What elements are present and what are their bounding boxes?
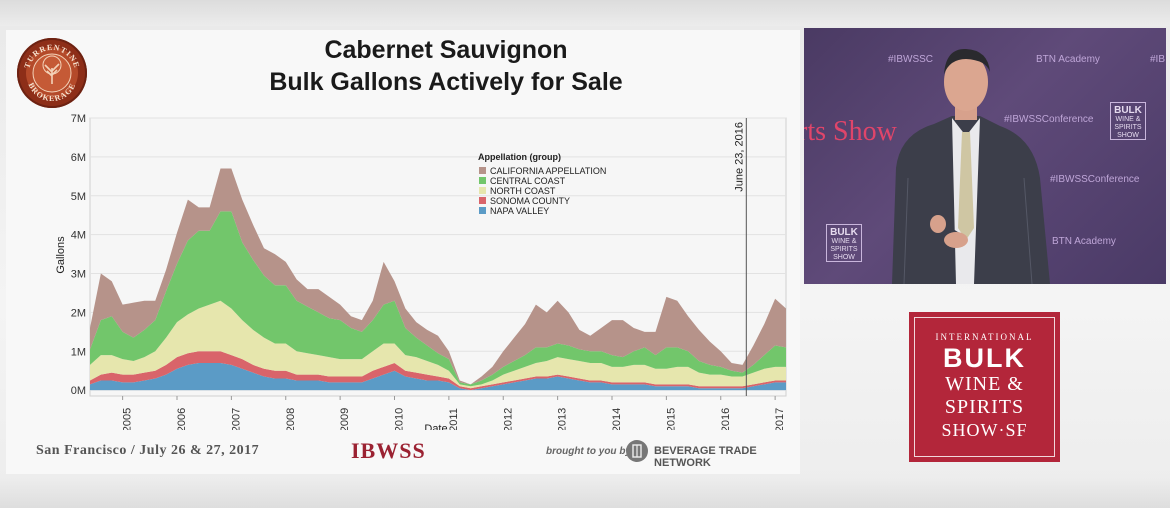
legend-entry: CENTRAL COAST: [490, 176, 566, 186]
stacked-area-chart: 0M 1M 2M 3M 4M 5M 6M 7M 2005 2006 2007 2008 2009 2010…: [55, 113, 787, 430]
legend-swatch: [479, 207, 486, 214]
x-tick-label: 2015: [665, 408, 677, 430]
beverage-trade-network-icon: [626, 440, 648, 462]
top-bar: [0, 0, 1170, 26]
event-logo-frame: [914, 317, 1055, 457]
video-show-banner: rts Show: [804, 116, 897, 147]
x-tick-label: 2011: [448, 408, 460, 430]
video-bulk-mini-logo: BULK WINE & SPIRITS SHOW: [1110, 102, 1146, 140]
y-tick-label: 1M: [71, 346, 86, 358]
speaker-figure: [892, 48, 1050, 284]
x-tick-label: 2017: [774, 408, 786, 430]
legend-swatch: [479, 197, 486, 204]
x-tick-label: 2006: [176, 408, 188, 430]
legend-swatch: [479, 177, 486, 184]
x-axis-label: Date: [424, 423, 447, 430]
legend-title: Appellation (group): [478, 152, 561, 162]
legend-entry: NAPA VALLEY: [490, 206, 549, 216]
legend-entry: CALIFORNIA APPELLATION: [490, 166, 606, 176]
chart-title-line2: Bulk Gallons Actively for Sale: [269, 68, 623, 96]
x-tick-label: 2009: [339, 408, 351, 430]
y-axis-label: Gallons: [55, 236, 67, 274]
video-bulk-mini-logo: BULK WINE & SPIRITS SHOW: [826, 224, 862, 262]
y-tick-label: 2M: [71, 307, 86, 319]
x-tick-label: 2010: [394, 408, 406, 430]
legend-entry: NORTH COAST: [490, 186, 556, 196]
y-tick-label: 5M: [71, 191, 86, 203]
video-watermark: #IBWSSConference: [1050, 174, 1140, 185]
turrentine-brokerage-logo: TURRENTINE BROKERAGE: [17, 38, 87, 108]
area-napa-valley: [90, 362, 786, 391]
video-watermark: #IB: [1150, 54, 1166, 65]
ibwss-footer-logo: IBWSS: [351, 438, 426, 463]
x-tick-label: 2007: [230, 408, 242, 430]
event-logo-line1: INTERNATIONAL: [935, 332, 1034, 342]
x-tick-label: 2008: [285, 408, 297, 430]
video-watermark: BTN Academy: [1036, 54, 1100, 65]
beverage-trade-network-name: BEVERAGE TRADE NETWORK: [654, 445, 757, 469]
event-city-date: San Francisco / July 26 & 27, 2017: [36, 443, 260, 458]
event-logo-line3: WINE &: [945, 373, 1024, 395]
area-central-coast: [90, 211, 786, 387]
x-tick-label: 2014: [611, 408, 623, 430]
x-tick-label: 2005: [122, 408, 134, 430]
event-logo-line5: SHOW·SF: [941, 420, 1028, 440]
y-tick-label: 7M: [71, 113, 86, 125]
y-tick-label: 0M: [71, 385, 86, 397]
legend-entry: SONOMA COUNTY: [490, 196, 570, 206]
legend-swatch: [479, 167, 486, 174]
area-california-appellation: [90, 168, 786, 385]
bottom-bar: [0, 478, 1170, 508]
event-logo-line2: BULK: [943, 343, 1026, 373]
video-watermark: #IBWSSConference: [1004, 114, 1094, 125]
event-logo-line4: SPIRITS: [944, 396, 1025, 418]
legend-swatch: [479, 187, 486, 194]
speaker-video-panel: #IBWSSC BTN Academy #IBWSSConference #IB…: [804, 28, 1166, 284]
x-tick-label: 2012: [502, 408, 514, 430]
video-watermark: #IBWSSC: [888, 54, 934, 65]
brought-to-you-by: brought to you by: [546, 446, 631, 457]
area-north-coast: [90, 300, 786, 389]
chart-title-line1: Cabernet Sauvignon: [324, 36, 568, 64]
annotation-label: June 23, 2016: [733, 122, 745, 192]
ibwss-event-logo: INTERNATIONAL BULK WINE & SPIRITS SHOW·S…: [909, 312, 1060, 462]
presentation-slide: TURRENTINE BROKERAGE Cabernet Sauvignon …: [6, 30, 800, 474]
y-tick-label: 4M: [71, 230, 86, 242]
x-tick-label: 2013: [557, 408, 569, 430]
x-tick-label: 2016: [720, 408, 732, 430]
video-watermark: BTN Academy: [1052, 236, 1116, 247]
y-tick-label: 6M: [71, 152, 86, 164]
y-tick-label: 3M: [71, 269, 86, 281]
